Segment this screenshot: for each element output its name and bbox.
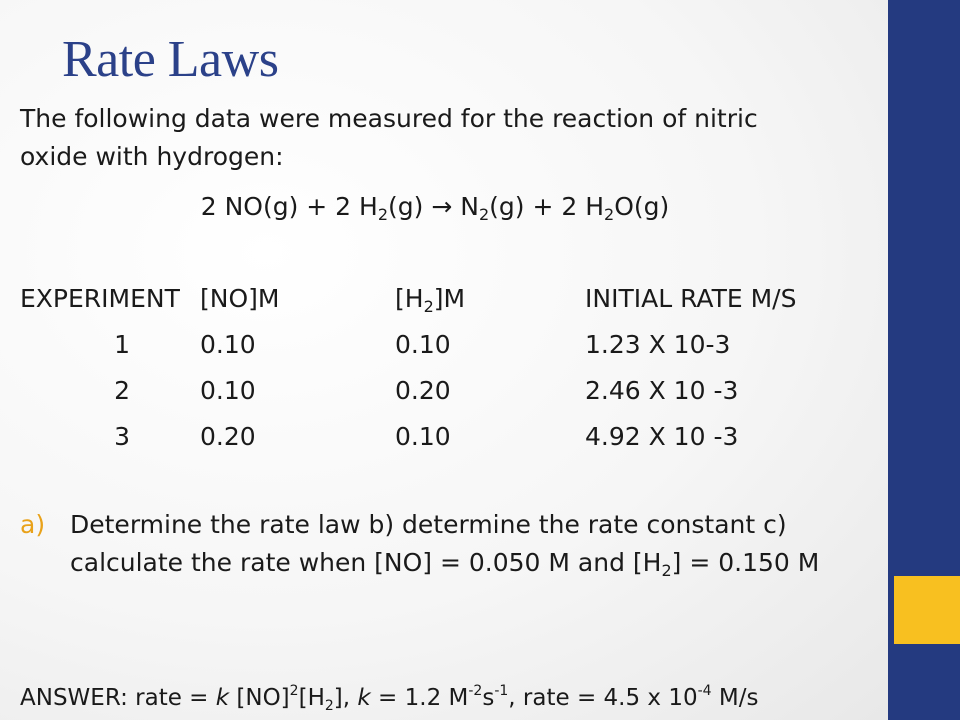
answer-part: M/s	[711, 685, 759, 711]
cell-rate: 4.92 X 10 -3	[585, 422, 739, 451]
cell-experiment: 1	[114, 330, 130, 359]
slide-background	[0, 0, 888, 720]
answer-part: = 1.2 M	[370, 685, 469, 711]
arrow-icon: →	[431, 192, 453, 221]
answer-superscript: -2	[468, 683, 483, 699]
header-rate: INITIAL RATE M/S	[585, 284, 797, 313]
header-h2-sub: 2	[423, 297, 434, 316]
question-text-post: ] = 0.150 M	[671, 548, 820, 577]
eq-subscript: 2	[478, 205, 490, 224]
question-marker: a)	[20, 510, 46, 539]
reaction-equation: 2 NO(g) + 2 H2(g) → N2(g) + 2 H2O(g)	[0, 188, 870, 234]
cell-no: 0.10	[200, 376, 256, 405]
question-text-pre: Determine the rate law b) determine the …	[70, 510, 787, 577]
intro-text: The following data were measured for the…	[20, 104, 758, 171]
cell-rate: 1.23 X 10-3	[585, 330, 731, 359]
answer-k: k	[357, 685, 371, 711]
question-subscript: 2	[661, 561, 672, 580]
answer-part: s	[482, 685, 495, 711]
cell-experiment: 3	[114, 422, 130, 451]
eq-part: (g)	[388, 192, 432, 221]
answer-part: ANSWER: rate =	[20, 685, 216, 711]
eq-part: N	[452, 192, 479, 221]
table-row: 3 0.20 0.10 4.92 X 10 -3	[20, 418, 840, 456]
question-text: Determine the rate law b) determine the …	[70, 506, 850, 590]
header-h2-post: ]M	[433, 284, 466, 313]
eq-subscript: 2	[604, 205, 615, 224]
answer-part: [H	[298, 685, 325, 711]
answer-part: [NO]	[229, 685, 290, 711]
answer-text: ANSWER: rate = k [NO]2[H2], k = 1.2 M-2s…	[20, 673, 758, 724]
answer-k: k	[215, 685, 230, 711]
cell-h2: 0.10	[395, 330, 451, 359]
eq-part: O(g)	[614, 192, 670, 221]
header-h2: [H2]M	[395, 280, 465, 326]
table-row: 2 0.10 0.20 2.46 X 10 -3	[20, 372, 840, 410]
header-no: [NO]M	[200, 284, 280, 313]
eq-subscript: 2	[377, 205, 389, 224]
answer-part: ],	[333, 685, 358, 711]
header-experiment: EXPERIMENT	[20, 284, 180, 313]
cell-experiment: 2	[114, 376, 130, 405]
cell-h2: 0.10	[395, 422, 451, 451]
table-row: 1 0.10 0.10 1.23 X 10-3	[20, 326, 840, 364]
eq-part: 2 NO(g) + 2 H	[200, 192, 378, 221]
sidebar-yellow-accent	[894, 576, 960, 644]
cell-h2: 0.20	[395, 376, 451, 405]
cell-no: 0.10	[200, 330, 256, 359]
answer-superscript: -4	[697, 683, 712, 699]
table-header-row: EXPERIMENT [NO]M [H2]M INITIAL RATE M/S	[20, 280, 840, 318]
cell-rate: 2.46 X 10 -3	[585, 376, 739, 405]
answer-superscript: -1	[494, 683, 509, 699]
answer-superscript: 2	[289, 683, 299, 699]
answer-subscript: 2	[324, 698, 334, 714]
slide-title: Rate Laws	[62, 31, 279, 88]
eq-part: (g) + 2 H	[489, 192, 605, 221]
header-h2-pre: [H	[395, 284, 424, 313]
answer-part: , rate = 4.5 x 10	[508, 685, 698, 711]
cell-no: 0.20	[200, 422, 256, 451]
